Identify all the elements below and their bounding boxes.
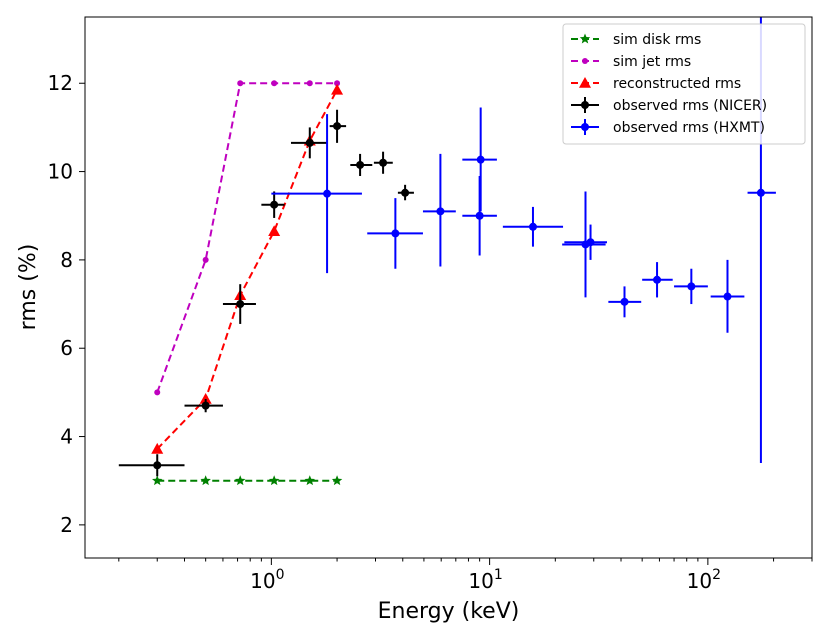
data-point [268,475,280,486]
data-point [270,200,279,209]
series-sim-disk-rms [152,475,343,486]
legend-entry-label: reconstructed rms [613,76,741,92]
plot-frame [84,16,813,559]
data-point [234,475,246,486]
data-point [436,207,445,216]
data-point [723,292,732,301]
y-tick-label: 6 [60,336,73,360]
y-tick-label: 10 [48,160,73,184]
series-observed-rms-hxmt- [271,17,776,464]
data-point [200,475,211,486]
data-point [153,461,162,470]
legend-marker [582,58,588,64]
legend-entry-label: observed rms (NICER) [613,98,767,114]
data-point [379,158,388,167]
data-point [152,475,163,486]
data-point [586,238,595,247]
legend-marker [581,123,589,131]
data-point [756,188,765,197]
series-sim-jet-rms [154,80,341,396]
x-tick-label: 100 [250,567,284,593]
data-point [333,122,342,131]
data-point [305,138,314,147]
x-axis-label: Energy (keV) [378,599,520,624]
data-point [356,160,365,169]
data-point [237,80,244,87]
data-point [154,389,161,396]
x-tick-label: 102 [687,567,721,593]
y-tick-label: 4 [60,425,73,449]
legend-box [562,23,806,145]
y-axis-label: rms (%) [16,244,41,331]
data-point [268,225,281,236]
legend-entry-label: observed rms (HXMT) [613,120,765,136]
data-point [331,83,344,95]
data-point [304,475,316,486]
legend-entry-label: sim disk rms [613,32,701,48]
data-point [334,80,341,87]
y-tick-label: 8 [60,248,73,272]
data-point [306,80,313,87]
data-point [151,442,164,454]
legend-marker [579,77,591,88]
y-tick-label: 12 [48,71,73,95]
data-point [687,282,696,291]
data-point [476,155,485,164]
data-layer [118,17,776,486]
data-point [475,211,484,220]
data-point [620,297,629,306]
legend-entry-label: sim jet rms [613,54,691,70]
legend-marker [579,33,591,44]
data-point [323,189,332,198]
y-tick-label: 2 [60,513,73,537]
legend-marker [581,101,589,109]
legend: sim disk rms sim jet rms reconstructed rms… [562,23,806,145]
data-point [271,80,278,87]
data-point [202,256,209,263]
data-point [653,275,662,284]
series-line [156,89,338,450]
data-point [201,401,210,410]
data-point [528,222,537,231]
series-observed-rms-nicer- [118,109,414,477]
data-point [331,475,343,486]
data-point [236,300,245,309]
x-tick-label: 101 [468,567,502,593]
data-point [199,393,212,404]
data-point [401,188,410,197]
data-point [391,229,400,238]
